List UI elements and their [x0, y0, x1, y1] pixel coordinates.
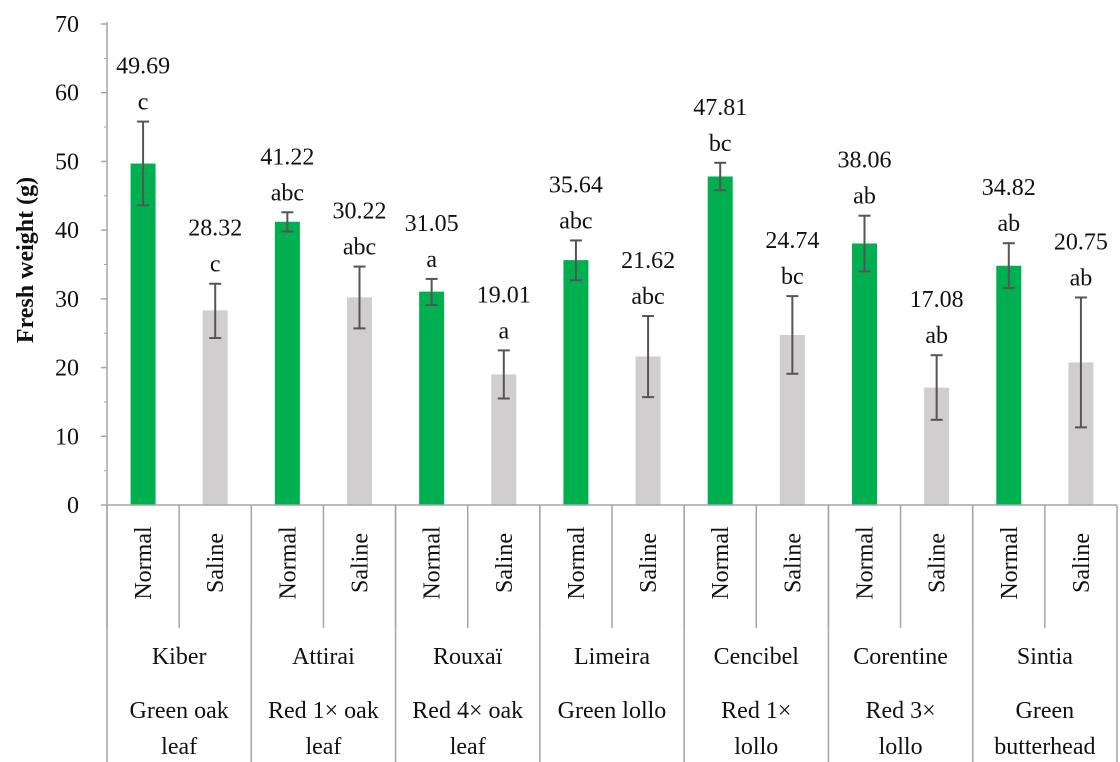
category-label-condition: Normal: [708, 526, 734, 600]
y-tick-label: 60: [55, 81, 79, 107]
y-axis-title-group: Fresh weight (g): [13, 177, 39, 343]
lettuce-type-label: Green lollo: [558, 698, 667, 724]
bar-attirai-normal: [274, 221, 300, 506]
lettuce-type-label: leaf: [450, 734, 486, 760]
category-label-condition: Normal: [564, 526, 590, 600]
data-label-value: 19.01: [477, 282, 531, 308]
variety-label: Kiber: [152, 644, 207, 670]
bar-kiber-normal: [130, 163, 156, 505]
data-label-letter: abc: [343, 235, 376, 261]
category-label-condition: Normal: [853, 526, 879, 600]
y-tick-label: 0: [67, 493, 79, 519]
data-label-letter: a: [426, 247, 437, 273]
y-axis-ticks: 0 10 20 30 40 50 60 70: [55, 12, 107, 519]
data-label-letter: c: [210, 252, 221, 278]
y-tick-label: 10: [55, 424, 79, 450]
bars: [130, 163, 1094, 506]
variety-label: Sintia: [1017, 644, 1073, 670]
y-tick-label: 50: [55, 149, 79, 175]
data-label-value: 24.74: [765, 228, 819, 254]
data-label-letter: abc: [631, 284, 664, 310]
lettuce-type-label: lollo: [879, 734, 923, 760]
data-label-value: 28.32: [188, 216, 242, 242]
bar-sintia-normal: [996, 265, 1022, 505]
category-labels: Normal Saline Normal Saline Normal Saline Norm…: [130, 526, 1096, 760]
lettuce-type-label: Green: [1016, 698, 1075, 724]
error-bars: [137, 120, 1087, 429]
bar-cencibel-normal: [707, 176, 733, 506]
category-label-condition: Normal: [997, 526, 1023, 600]
y-tick-label: 40: [55, 218, 79, 244]
category-label-condition: Saline: [925, 533, 951, 593]
lettuce-type-label: lollo: [734, 734, 778, 760]
data-label-value: 34.82: [982, 175, 1036, 201]
category-label-condition: Saline: [203, 533, 229, 593]
data-label-letter: abc: [559, 208, 592, 234]
category-label-condition: Normal: [275, 526, 301, 600]
data-label-value: 31.05: [405, 211, 459, 237]
lettuce-type-label: leaf: [161, 734, 197, 760]
lettuce-type-label: Green oak: [130, 698, 229, 724]
bar-kiber-saline: [202, 310, 228, 505]
variety-label: Attirai: [292, 644, 355, 670]
data-label-value: 49.69: [116, 54, 170, 80]
data-label-value: 47.81: [693, 95, 747, 121]
data-label-value: 21.62: [621, 248, 675, 274]
data-label-value: 17.08: [910, 287, 964, 313]
category-label-condition: Saline: [492, 533, 518, 593]
y-tick-label: 30: [55, 287, 79, 313]
variety-label: Corentine: [853, 644, 948, 670]
bar-corentine-normal: [852, 243, 877, 505]
data-label-value: 41.22: [260, 144, 314, 170]
variety-label: Cencibel: [714, 644, 800, 670]
y-tick-label: 70: [55, 12, 79, 38]
variety-label: Limeira: [574, 644, 650, 670]
y-axis-title: Fresh weight (g): [13, 177, 39, 343]
data-label-letter: ab: [1070, 265, 1093, 291]
y-tick-label: 20: [55, 356, 79, 382]
data-label-letter: abc: [271, 180, 304, 206]
lettuce-type-label: Red 3×: [865, 698, 935, 724]
lettuce-type-label: Red 4× oak: [412, 698, 523, 724]
category-label-condition: Normal: [131, 526, 157, 600]
lettuce-type-label: butterhead: [994, 734, 1095, 760]
variety-label: Rouxaï: [433, 644, 503, 670]
bar-rouxa-normal: [419, 291, 445, 505]
category-label-condition: Saline: [780, 533, 806, 593]
data-label-letter: bc: [709, 131, 732, 157]
lettuce-type-label: Red 1× oak: [268, 698, 379, 724]
axes: [106, 22, 1118, 762]
data-label-letter: c: [138, 90, 149, 116]
data-label-value: 30.22: [333, 199, 387, 225]
data-label-letter: ab: [997, 211, 1020, 237]
data-label-value: 35.64: [549, 172, 603, 198]
data-label-value: 38.06: [838, 148, 892, 174]
bar-limeira-normal: [563, 260, 589, 505]
category-label-condition: Normal: [420, 526, 446, 600]
bar-attirai-saline: [347, 297, 372, 505]
category-label-condition: Saline: [1069, 533, 1095, 593]
data-label-value: 20.75: [1054, 229, 1108, 255]
data-label-letter: a: [498, 318, 509, 344]
category-label-condition: Saline: [636, 533, 662, 593]
data-label-letter: ab: [853, 184, 876, 210]
data-label-letter: ab: [925, 323, 948, 349]
lettuce-type-label: Red 1×: [721, 698, 791, 724]
lettuce-type-label: leaf: [305, 734, 341, 760]
data-labels: 49.69c28.32c41.22abc30.22abc31.05a19.01a…: [116, 54, 1108, 350]
category-label-condition: Saline: [348, 533, 374, 593]
data-label-letter: bc: [781, 264, 804, 290]
